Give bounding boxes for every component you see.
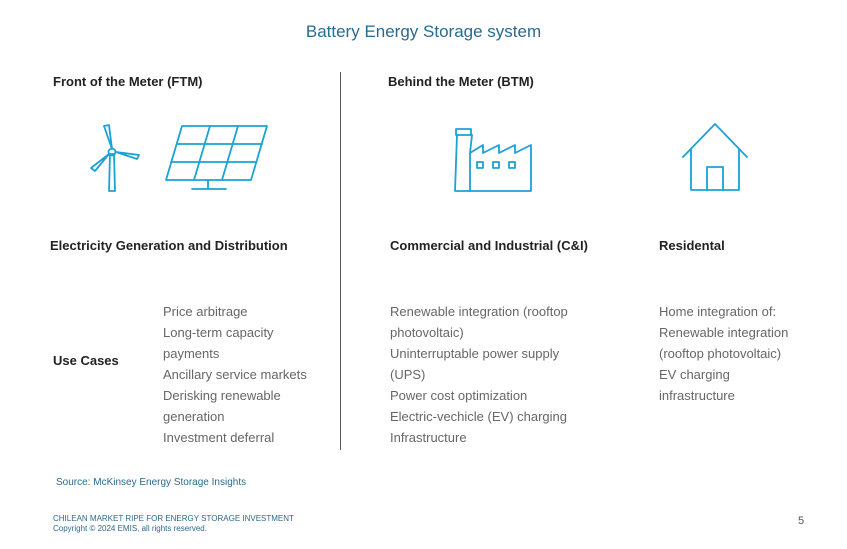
use-cases-label: Use Cases <box>53 353 119 368</box>
list-item: Price arbitrage <box>163 304 248 319</box>
list-item: payments <box>163 346 220 361</box>
wind-turbine-icon <box>90 124 140 192</box>
footer-copyright: Copyright © 2024 EMIS, all rights reserv… <box>53 524 207 533</box>
list-item: Infrastructure <box>390 430 467 445</box>
list-item: Power cost optimization <box>390 388 528 403</box>
residential-use-cases: Home integration of: Renewable integrati… <box>659 301 788 406</box>
ftm-heading: Front of the Meter (FTM) <box>53 74 203 89</box>
list-item: (UPS) <box>390 367 426 382</box>
ftm-category: Electricity Generation and Distribution <box>50 238 288 253</box>
footer-title: CHILEAN MARKET RIPE FOR ENERGY STORAGE I… <box>53 514 294 523</box>
solar-panel-icon <box>165 125 268 190</box>
list-item: Uninterruptable power supply <box>390 346 560 361</box>
house-icon <box>682 123 748 191</box>
list-item: Electric-vechicle (EV) charging <box>390 409 568 424</box>
list-item: generation <box>163 409 225 424</box>
list-item: Renewable integration (rooftop <box>390 304 568 319</box>
section-divider <box>340 72 341 450</box>
ci-category: Commercial and Industrial (C&I) <box>390 238 588 253</box>
list-item: Renewable integration <box>659 325 789 340</box>
list-item: Investment deferral <box>163 430 275 445</box>
list-item: infrastructure <box>659 388 735 403</box>
list-item: Derisking renewable <box>163 388 281 403</box>
ftm-use-cases: Price arbitrage Long-term capacity payme… <box>163 301 307 448</box>
residential-category: Residental <box>659 238 725 253</box>
btm-heading: Behind the Meter (BTM) <box>388 74 534 89</box>
list-item: photovoltaic) <box>390 325 464 340</box>
list-item: Home integration of: <box>659 304 777 319</box>
ci-use-cases: Renewable integration (rooftop photovolt… <box>390 301 568 448</box>
list-item: Long-term capacity <box>163 325 274 340</box>
list-item: (rooftop photovoltaic) <box>659 346 782 361</box>
factory-icon <box>454 128 532 192</box>
list-item: Ancillary service markets <box>163 367 307 382</box>
source-note: Source: McKinsey Energy Storage Insights <box>56 477 247 488</box>
list-item: EV charging <box>659 367 730 382</box>
page-number: 5 <box>798 515 805 527</box>
footer: CHILEAN MARKET RIPE FOR ENERGY STORAGE I… <box>53 514 294 534</box>
page-title: Battery Energy Storage system <box>305 22 542 41</box>
